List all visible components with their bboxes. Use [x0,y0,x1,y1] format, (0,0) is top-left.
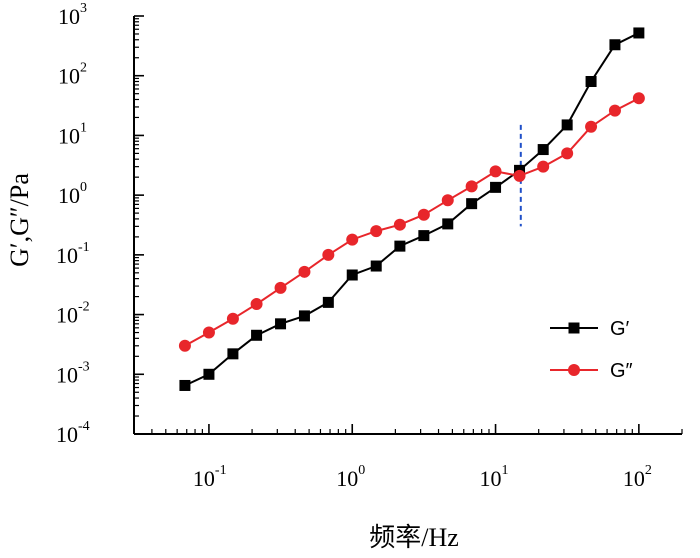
y-axis-label: G′,G″/Pa [5,173,34,267]
data-point [465,180,478,193]
y-tick-label: 10-4 [56,419,90,447]
y-tick-label: 100 [58,180,87,208]
legend-marker [568,322,580,334]
data-point [394,240,406,252]
y-tick-label: 102 [58,61,87,89]
legend-label: G′ [610,318,630,340]
data-point [489,165,502,178]
legend-label: G″ [610,360,633,382]
y-tick-label: 101 [58,120,87,148]
y-tick-label: 103 [58,1,87,29]
legend: G′ G″ [550,318,633,382]
data-point [203,368,215,380]
data-point [393,218,406,231]
data-point [274,281,287,294]
y-tick-label: 10-3 [56,359,90,387]
data-point [250,298,263,311]
tick-labels: 10-4 10-3 10-2 10-1 100 101 102 103 10-1 100 101 10… [56,1,652,491]
data-point [442,218,454,230]
y-tick-label: 10-2 [56,300,90,328]
data-point [178,339,191,352]
x-tick-label: 102 [623,463,652,491]
data-point [608,104,621,117]
series-2 [178,92,645,352]
data-point [370,225,383,238]
data-point [322,248,335,261]
y-tick-label: 10-1 [56,240,90,268]
data-point [513,169,526,182]
data-point [298,265,311,278]
data-point [202,326,215,339]
data-point [585,76,597,88]
x-tick-label: 10-1 [193,463,227,491]
data-point [346,233,359,246]
legend-item-1: G′ [550,318,630,340]
data-point [441,194,454,207]
x-tick-label: 101 [480,463,509,491]
data-point [537,144,549,156]
data-point [633,27,645,39]
data-point [418,230,430,242]
data-point [298,310,310,322]
data-point [561,147,574,160]
x-tick-label: 100 [336,463,365,491]
legend-marker [568,364,580,376]
series-1 [179,27,645,391]
data-point [251,329,263,341]
plot-area [178,27,645,391]
data-point [417,208,430,221]
legend-item-2: G″ [550,360,633,382]
x-axis-label: 频率/Hz [369,523,459,552]
data-point [370,260,382,272]
data-point [227,348,239,360]
data-point [632,92,645,105]
data-point [609,39,621,51]
axes [133,15,683,435]
data-point [226,312,239,325]
data-point [537,160,550,173]
data-point [561,119,573,131]
data-point [275,318,287,330]
data-point [466,198,478,210]
data-point [490,181,502,193]
data-point [346,269,358,281]
data-point [585,120,598,133]
data-point [322,296,334,308]
data-point [179,379,191,391]
